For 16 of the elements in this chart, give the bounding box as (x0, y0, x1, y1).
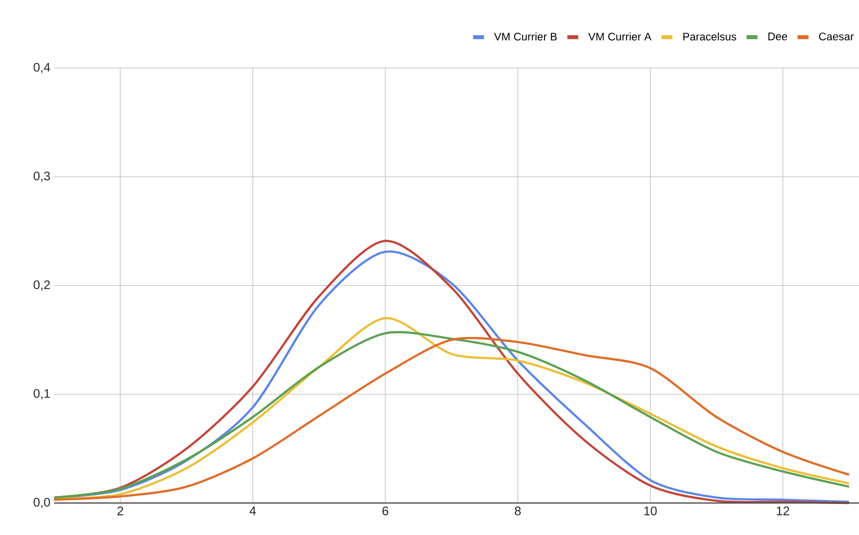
y-tick-label: 0,0 (34, 498, 50, 508)
legend-label: VM Currier A (588, 32, 652, 40)
y-tick-label: 0,4 (34, 62, 50, 74)
x-tick-label: 12 (776, 506, 790, 516)
x-tick-label: 8 (514, 506, 521, 516)
y-tick-label: 0,3 (34, 172, 50, 182)
legend-label: Paracelsus (683, 32, 736, 40)
y-tick-label: 0,2 (34, 280, 50, 291)
x-tick-label: 4 (250, 506, 256, 516)
legend-label: Dee (768, 32, 788, 40)
legend-label: Caesar (819, 32, 854, 40)
legend-label: VM Currier B (494, 32, 557, 40)
y-tick-label: 0,1 (34, 389, 50, 400)
x-tick-label: 2 (117, 506, 124, 516)
x-tick-label: 6 (382, 506, 388, 516)
x-tick-label: 10 (644, 506, 657, 516)
